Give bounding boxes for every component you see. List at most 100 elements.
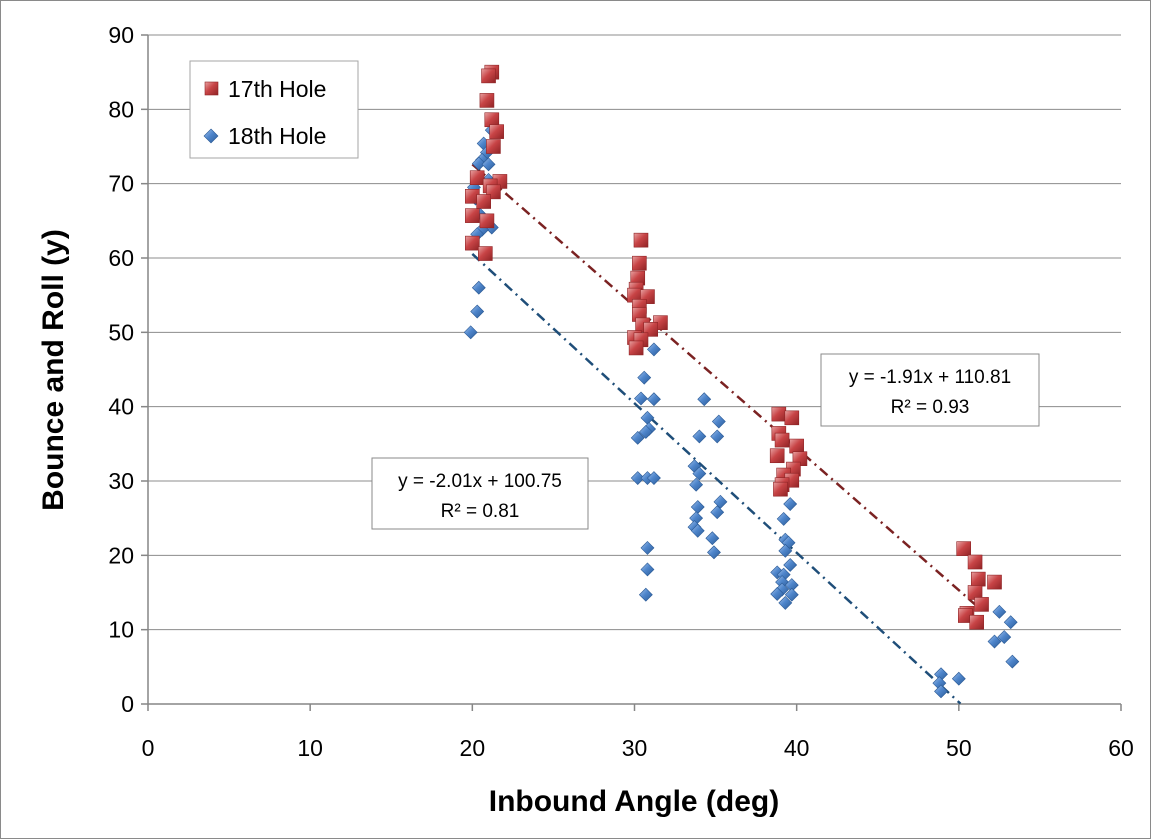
- data-point-17th-hole: [478, 246, 493, 261]
- data-point-18th-hole: [630, 471, 645, 485]
- tick-marks: [141, 34, 1122, 711]
- data-point-18th-hole: [1005, 654, 1020, 669]
- trendline-label-18th-hole: y = -2.01x + 100.75 R² = 0.81: [371, 457, 589, 530]
- series-17th-hole: [465, 64, 1002, 630]
- x-axis-title: Inbound Angle (deg): [489, 785, 780, 818]
- data-point-18th-hole: [934, 684, 948, 699]
- data-point-18th-hole: [640, 540, 655, 555]
- data-point-17th-hole: [479, 93, 495, 108]
- legend-label-18th-hole: 18th Hole: [228, 123, 326, 149]
- x-tick-label: 30: [622, 735, 648, 761]
- data-point-18th-hole: [707, 545, 721, 560]
- data-point-18th-hole: [783, 558, 798, 572]
- data-point-18th-hole: [637, 370, 652, 385]
- data-point-18th-hole: [783, 497, 798, 511]
- trendline-equation-18th-hole: y = -2.01x + 100.75: [398, 471, 562, 492]
- data-point-17th-hole: [476, 194, 491, 209]
- data-point-17th-hole: [465, 208, 480, 223]
- y-tick-label: 10: [108, 617, 134, 643]
- trendline-r2-17th-hole: R² = 0.93: [891, 397, 970, 418]
- legend-marker-17th-hole: [204, 81, 219, 96]
- data-point-18th-hole: [481, 157, 496, 172]
- data-point-17th-hole: [486, 139, 501, 154]
- data-point-17th-hole: [632, 255, 647, 271]
- data-point-17th-hole: [469, 170, 485, 186]
- data-point-17th-hole: [970, 571, 986, 587]
- data-point-18th-hole: [689, 477, 704, 492]
- trendline-equation-17th-hole: y = -1.91x + 110.81: [849, 367, 1011, 388]
- x-tick-label: 20: [460, 735, 486, 761]
- data-point-18th-hole: [997, 630, 1012, 645]
- data-point-18th-hole: [784, 587, 799, 602]
- data-point-17th-hole: [465, 235, 480, 251]
- data-point-18th-hole: [987, 634, 1002, 649]
- data-point-17th-hole: [969, 614, 984, 630]
- data-point-18th-hole: [471, 280, 486, 295]
- data-point-18th-hole: [640, 562, 655, 577]
- data-point-18th-hole: [778, 543, 793, 558]
- data-point-17th-hole: [773, 481, 788, 497]
- y-tick-label: 40: [108, 394, 134, 420]
- data-point-18th-hole: [692, 466, 707, 481]
- data-point-18th-hole: [630, 430, 645, 445]
- y-tick-labels: 0 10 20 30 40 50 60 70 80 90: [108, 22, 134, 717]
- data-point-18th-hole: [710, 505, 725, 520]
- data-point-18th-hole: [697, 392, 712, 407]
- trendline-r2-18th-hole: R² = 0.81: [441, 501, 520, 522]
- data-point-17th-hole: [628, 340, 644, 356]
- legend-marker-18th-hole: [203, 128, 219, 144]
- x-tick-label: 10: [297, 735, 323, 761]
- data-point-18th-hole: [471, 156, 486, 171]
- y-tick-label: 70: [108, 171, 134, 197]
- data-point-18th-hole: [776, 511, 791, 526]
- trendline-18th-hole: [471, 252, 962, 705]
- data-point-18th-hole: [690, 500, 705, 514]
- data-point-18th-hole: [463, 325, 478, 340]
- data-point-18th-hole: [634, 391, 648, 406]
- y-tick-label: 0: [121, 691, 134, 717]
- data-point-18th-hole: [638, 425, 653, 439]
- y-tick-label: 90: [108, 22, 134, 48]
- y-tick-label: 80: [108, 96, 134, 122]
- data-point-17th-hole: [956, 541, 971, 556]
- data-point-17th-hole: [769, 448, 785, 464]
- data-point-18th-hole: [992, 604, 1007, 619]
- data-point-18th-hole: [778, 595, 793, 610]
- data-point-18th-hole: [770, 587, 785, 601]
- data-point-18th-hole: [647, 342, 661, 357]
- legend-label-17th-hole: 17th Hole: [228, 76, 326, 102]
- data-point-18th-hole: [713, 494, 728, 509]
- data-point-17th-hole: [789, 438, 804, 454]
- y-tick-label: 20: [108, 542, 134, 568]
- data-point-18th-hole: [638, 587, 653, 602]
- y-axis-title: Bounce and Roll (y): [37, 229, 70, 511]
- data-point-17th-hole: [784, 410, 800, 426]
- data-point-18th-hole: [705, 531, 720, 546]
- trendline-17th-hole: [471, 163, 976, 606]
- data-point-18th-hole: [710, 429, 725, 444]
- x-tick-label: 60: [1108, 735, 1134, 761]
- trendline-label-18th-hole-box: [371, 457, 589, 530]
- data-point-18th-hole: [690, 523, 705, 538]
- legend-box: [189, 60, 359, 159]
- data-point-18th-hole: [640, 410, 655, 425]
- y-tick-label: 30: [108, 468, 134, 494]
- data-point-17th-hole: [771, 406, 787, 422]
- data-point-17th-hole: [479, 213, 495, 229]
- data-point-18th-hole: [470, 304, 485, 319]
- data-point-18th-hole: [692, 429, 707, 444]
- y-tick-label: 60: [108, 245, 134, 271]
- x-tick-label: 40: [784, 735, 810, 761]
- legend: 17th Hole 18th Hole: [189, 60, 359, 159]
- x-tick-labels: 0 10 20 30 40 50 60: [142, 735, 1134, 761]
- data-point-17th-hole: [967, 554, 983, 570]
- data-point-17th-hole: [774, 432, 790, 448]
- data-point-17th-hole: [974, 597, 989, 612]
- trendlines: [471, 163, 976, 705]
- data-point-17th-hole: [489, 124, 504, 139]
- data-point-17th-hole: [633, 232, 649, 248]
- data-point-18th-hole: [1003, 615, 1018, 630]
- trendline-label-17th-hole: y = -1.91x + 110.81 R² = 0.93: [820, 353, 1040, 427]
- data-point-18th-hole: [951, 671, 966, 686]
